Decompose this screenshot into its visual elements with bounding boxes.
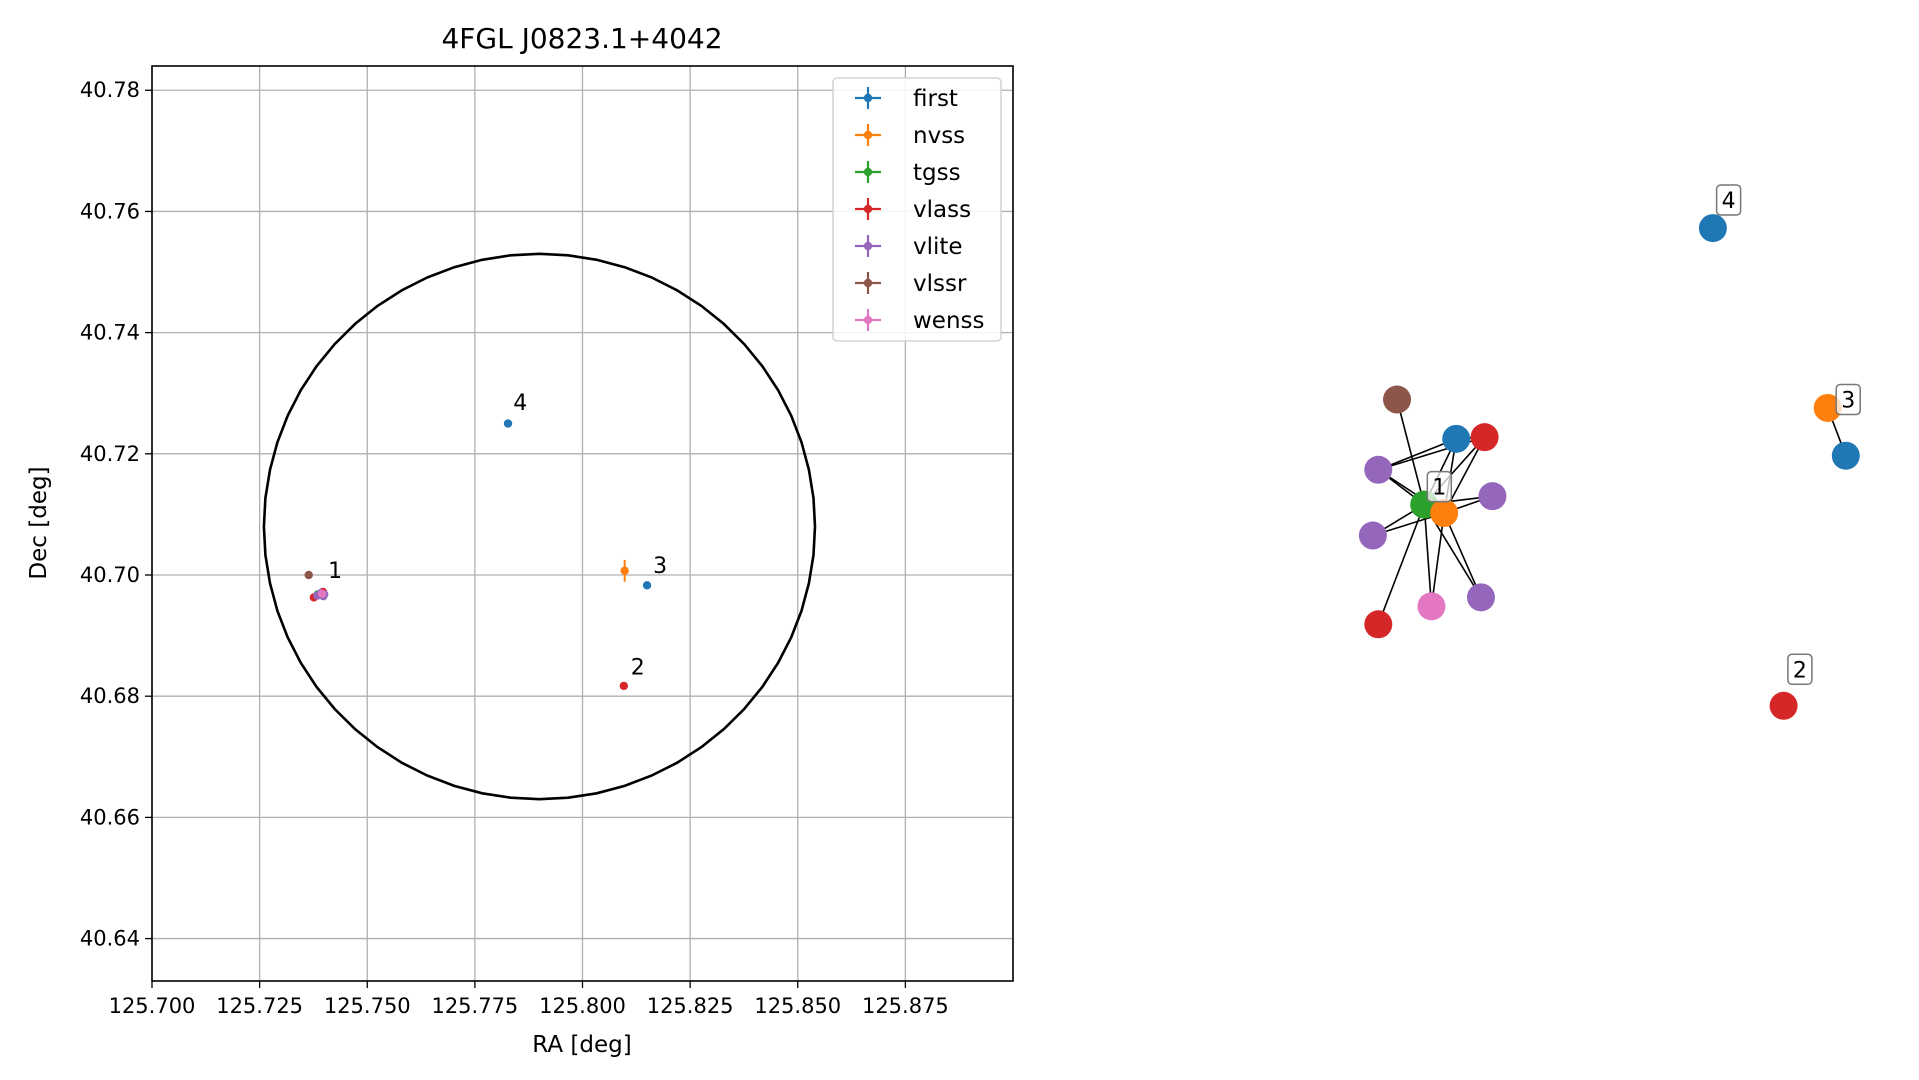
y-tick-label: 40.70 <box>80 563 140 587</box>
legend-label-vlssr: vlssr <box>913 271 967 297</box>
x-tick-label: 125.875 <box>862 994 949 1018</box>
legend-marker-first <box>863 93 873 103</box>
network-edge <box>1443 512 1482 598</box>
network-node-vlite <box>1478 482 1507 511</box>
error-ellipse <box>262 252 817 801</box>
legend-label-nvss: nvss <box>913 123 965 149</box>
point-annotation: 1 <box>328 559 342 584</box>
network-label-box <box>1787 653 1813 686</box>
legend-label-first: first <box>913 86 958 112</box>
x-tick-label: 125.800 <box>539 994 626 1018</box>
scatter-points <box>304 419 652 691</box>
point-annotations: 1 2 3 4 <box>328 391 667 680</box>
network-node-vlass <box>1364 610 1393 639</box>
y-tick-label: 40.76 <box>80 199 140 223</box>
network-label-box <box>1835 383 1861 416</box>
nvss-point <box>620 566 629 575</box>
network-node-first <box>1698 214 1727 243</box>
network-edge <box>1430 512 1445 607</box>
y-axis-ticks: 40.64 40.66 40.68 40.70 40.72 40.74 40.76 40.78 <box>80 78 152 951</box>
network-edge <box>1396 399 1425 505</box>
legend-marker-vlass <box>863 204 873 214</box>
x-axis-ticks: 125.700 125.725 125.750 125.775 125.800 125.8… <box>109 981 949 1018</box>
y-axis-label: Dec [deg] <box>26 466 52 579</box>
legend-label-vlass: vlass <box>913 197 971 223</box>
legend-marker-vlssr <box>863 278 873 288</box>
legend-marker-wenss <box>863 315 873 325</box>
network-node-first <box>1831 441 1860 470</box>
network-label: 1 <box>1432 476 1446 501</box>
point-annotation: 2 <box>631 655 645 680</box>
legend: first nvss tgss vlass vlite vlssr wenss <box>832 77 1002 342</box>
error-ellipse-layer <box>262 252 817 801</box>
x-tick-label: 125.700 <box>109 994 196 1018</box>
crossmatch-network: 1 2 3 4 <box>1358 184 1861 720</box>
legend-label-tgss: tgss <box>913 160 961 186</box>
vlssr-point <box>304 570 313 580</box>
x-tick-label: 125.750 <box>324 994 411 1018</box>
y-tick-label: 40.78 <box>80 78 140 102</box>
chart-title: 4FGL J0823.1+4042 <box>441 22 722 55</box>
x-tick-label: 125.850 <box>754 994 841 1018</box>
network-node-vlite <box>1466 583 1495 612</box>
vlass-point <box>619 681 629 691</box>
network-node-vlass <box>1470 423 1499 452</box>
y-tick-label: 40.72 <box>80 442 140 466</box>
x-tick-label: 125.725 <box>216 994 303 1018</box>
network-edge <box>1423 504 1433 607</box>
network-label: 4 <box>1722 189 1736 214</box>
legend-marker-vlite <box>863 241 873 251</box>
network-node-wenss <box>1417 592 1446 621</box>
network-node-vlssr <box>1383 385 1412 414</box>
network-node-vlite <box>1358 521 1387 550</box>
y-tick-label: 40.74 <box>80 321 140 345</box>
y-tick-label: 40.68 <box>80 684 140 708</box>
network-node-first <box>1442 424 1471 453</box>
network-label: 3 <box>1841 389 1855 414</box>
point-annotation: 4 <box>513 391 527 416</box>
y-tick-label: 40.66 <box>80 805 140 829</box>
legend-box <box>832 77 1002 342</box>
legend-label-vlite: vlite <box>913 234 963 260</box>
network-label-box <box>1715 184 1742 216</box>
network-label: 2 <box>1793 658 1807 683</box>
legend-label-wenss: wenss <box>913 308 985 334</box>
network-node-vlite <box>1364 455 1393 484</box>
first-point <box>642 581 652 590</box>
x-tick-label: 125.775 <box>431 994 518 1018</box>
point-annotation: 3 <box>653 554 667 579</box>
x-tick-label: 125.825 <box>647 994 734 1018</box>
network-edge <box>1377 504 1425 625</box>
network-node-nvss <box>1430 499 1459 528</box>
legend-marker-tgss <box>863 167 873 177</box>
first-point <box>503 419 513 428</box>
wenss-point <box>317 589 327 598</box>
network-node-nvss <box>1813 393 1842 422</box>
x-axis-label: RA [deg] <box>532 1032 631 1058</box>
network-label-box <box>1426 470 1453 503</box>
network-node-vlass <box>1769 691 1798 720</box>
y-tick-label: 40.64 <box>80 927 140 951</box>
legend-marker-nvss <box>863 130 873 140</box>
